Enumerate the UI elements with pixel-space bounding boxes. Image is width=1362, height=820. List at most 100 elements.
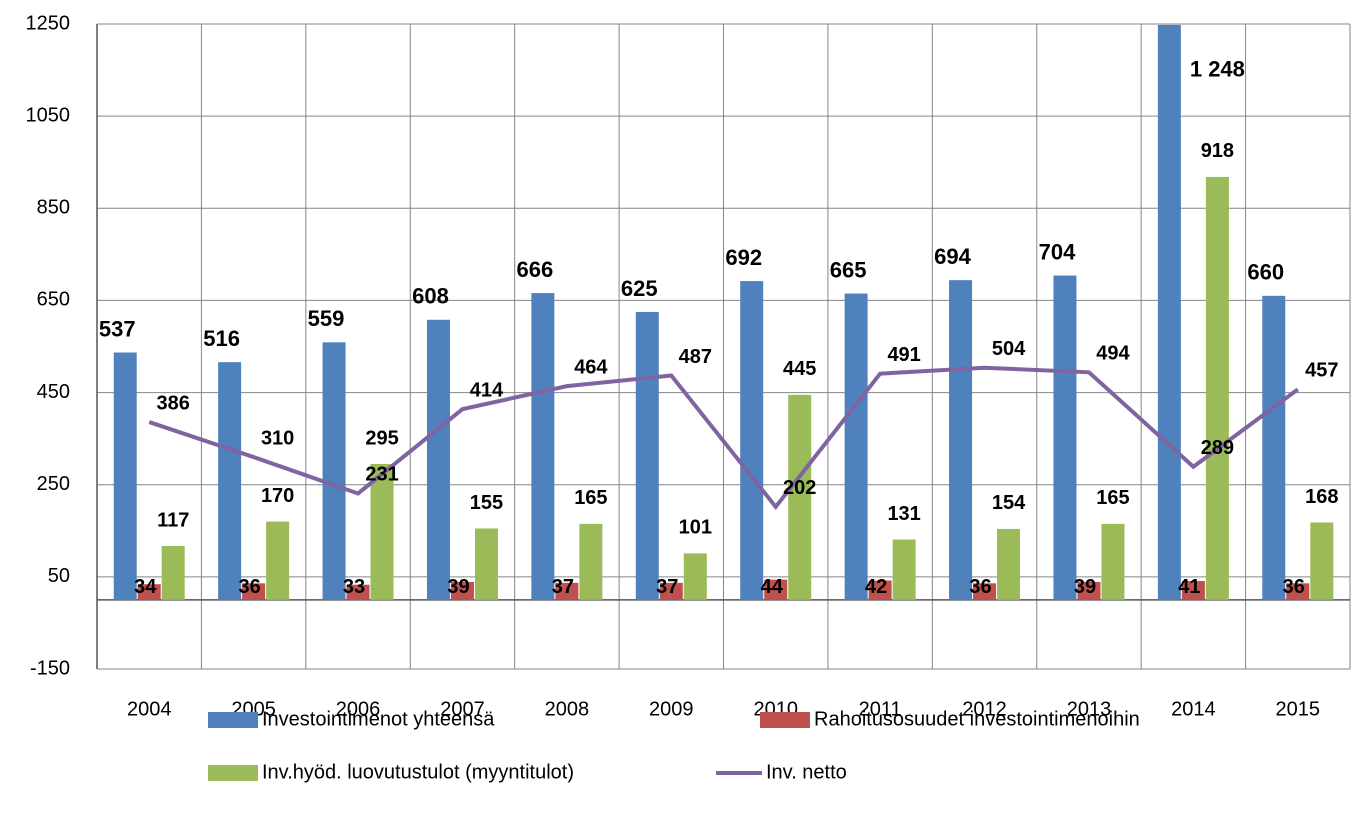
data-label: 131 [887, 503, 920, 525]
line-label: 491 [887, 344, 920, 366]
bar [161, 545, 185, 600]
bar [740, 281, 764, 600]
data-label: 36 [239, 576, 261, 598]
data-label: 295 [365, 427, 398, 449]
bar [1053, 275, 1077, 600]
x-tick-label: 2009 [649, 698, 694, 720]
legend-label: Investointimenot yhteensä [262, 708, 495, 730]
data-label: 165 [1096, 487, 1129, 509]
line-label: 504 [992, 338, 1026, 360]
data-label: 704 [1039, 239, 1076, 264]
line [148, 365, 1299, 511]
data-label: 33 [343, 576, 365, 598]
bar [555, 582, 579, 600]
line-label: 310 [261, 427, 294, 449]
bar [997, 528, 1021, 600]
bar [1286, 583, 1310, 600]
bar [450, 581, 474, 600]
data-label: 665 [830, 257, 867, 282]
data-label: 918 [1201, 140, 1234, 162]
x-tick-label: 2014 [1171, 698, 1216, 720]
x-tick-label: 2012 [962, 698, 1007, 720]
line-label: 457 [1305, 360, 1338, 382]
x-tick-label: 2007 [440, 698, 485, 720]
data-label: 170 [261, 485, 294, 507]
bar [973, 583, 997, 600]
bar [1310, 522, 1334, 600]
y-tick-label: 1050 [26, 104, 71, 126]
y-tick-label: 650 [37, 289, 70, 311]
data-label: 34 [134, 576, 157, 598]
bar [346, 584, 370, 600]
bar [1262, 295, 1286, 600]
bar [370, 463, 394, 600]
bar [1077, 581, 1101, 600]
y-tick-label: 250 [37, 473, 70, 495]
data-label: 625 [621, 276, 658, 301]
x-tick-label: 2006 [336, 698, 381, 720]
line-label: 289 [1201, 437, 1234, 459]
x-tick-label: 2004 [127, 698, 172, 720]
line-label: 464 [574, 356, 608, 378]
line-label: 386 [157, 392, 190, 414]
bar [426, 319, 450, 600]
data-label: 168 [1305, 486, 1338, 508]
y-tick-label: -150 [30, 657, 70, 679]
y-tick-label: 850 [37, 197, 70, 219]
data-label: 155 [470, 492, 503, 514]
bar [764, 579, 788, 600]
line-label: 487 [679, 346, 712, 368]
data-label: 39 [447, 576, 469, 598]
line-label: 202 [783, 477, 816, 499]
data-label: 445 [783, 358, 816, 380]
data-label: 694 [934, 244, 971, 269]
bar [683, 553, 707, 600]
data-label: 537 [99, 316, 136, 341]
legend-swatch [208, 765, 258, 781]
data-label: 101 [679, 517, 712, 539]
data-label: 37 [552, 576, 574, 598]
bar [788, 394, 812, 600]
bar [635, 311, 659, 600]
x-tick-label: 2015 [1276, 698, 1321, 720]
data-label: 692 [725, 245, 762, 270]
bar [242, 583, 266, 600]
bar [1101, 523, 1125, 600]
bar [1157, 24, 1181, 600]
data-label: 42 [865, 576, 887, 598]
legend-label: Inv. netto [766, 761, 847, 783]
data-label: 165 [574, 487, 607, 509]
data-label: 41 [1178, 576, 1200, 598]
x-tick-label: 2008 [545, 698, 590, 720]
data-label: 559 [308, 306, 345, 331]
bar [531, 293, 555, 600]
legend-swatch [208, 712, 258, 728]
data-label: 36 [969, 576, 991, 598]
line-label: 494 [1096, 343, 1130, 365]
data-label: 44 [761, 576, 784, 598]
x-tick-label: 2011 [859, 698, 902, 720]
x-tick-label: 2013 [1067, 698, 1112, 720]
legend-swatch [760, 712, 810, 728]
bar [1181, 581, 1205, 600]
y-tick-label: 50 [48, 565, 70, 587]
data-label: 666 [517, 257, 554, 282]
bar [844, 293, 868, 600]
bar [868, 580, 892, 600]
data-label: 1 248 [1190, 57, 1245, 82]
data-label: 37 [656, 576, 678, 598]
data-label: 36 [1283, 576, 1305, 598]
legend-label: Rahoitusosuudet investointimenoihin [814, 708, 1140, 730]
bar [892, 539, 916, 600]
data-label: 516 [203, 326, 240, 351]
bar [659, 582, 683, 600]
line-label: 414 [470, 379, 504, 401]
y-tick-label: 1250 [26, 12, 71, 34]
bar [949, 280, 973, 600]
bar [266, 521, 290, 600]
legend-label: Inv.hyöd. luovutustulot (myyntitulot) [262, 761, 574, 783]
data-label: 154 [992, 492, 1026, 514]
bar [579, 523, 603, 600]
line-label: 231 [365, 464, 398, 486]
